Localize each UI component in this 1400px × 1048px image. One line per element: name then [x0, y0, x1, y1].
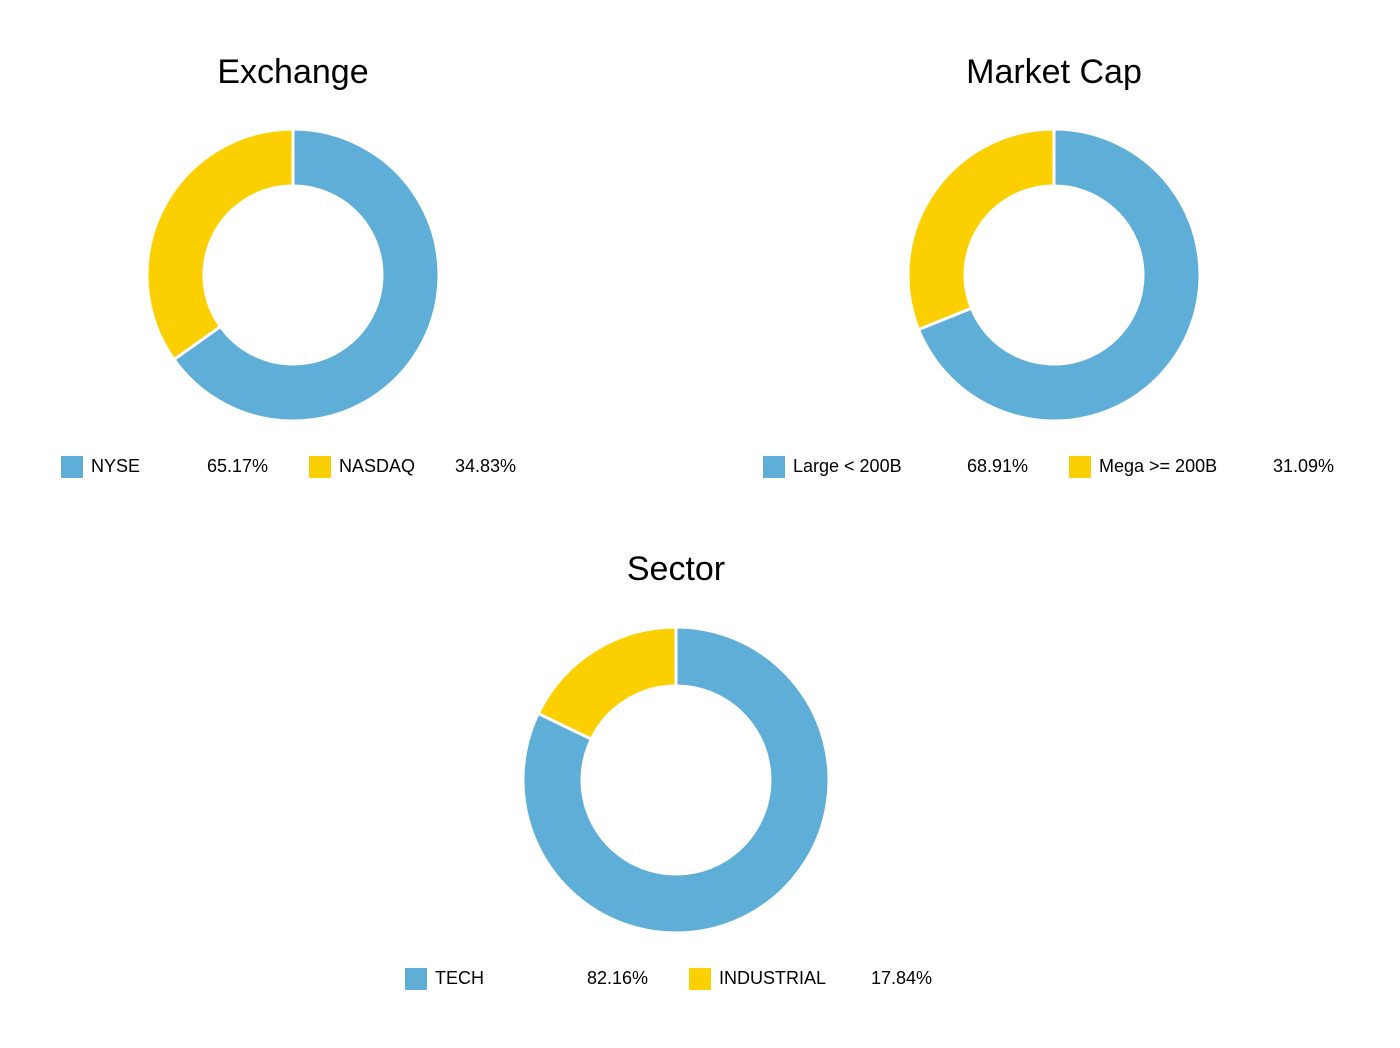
legend-swatch [309, 456, 331, 478]
legend-value: 65.17% [207, 456, 268, 476]
donut-slice [536, 625, 678, 742]
legend-swatch [763, 456, 785, 478]
legend-value: 31.09% [1273, 456, 1334, 476]
legend-label: Large < 200B [793, 456, 902, 476]
donut-slice [521, 625, 831, 935]
chart-title: Market Cap [966, 53, 1142, 91]
legend-label: INDUSTRIAL [719, 968, 826, 988]
legend-label: TECH [435, 968, 484, 988]
legend-swatch [1069, 456, 1091, 478]
chart-title: Exchange [217, 53, 368, 91]
legend-label: NYSE [91, 456, 140, 476]
legend-value: 17.84% [871, 968, 932, 988]
legend-swatch [61, 456, 83, 478]
legend-swatch [689, 968, 711, 990]
legend-value: 82.16% [587, 968, 648, 988]
legend-swatch [405, 968, 427, 990]
legend-label: Mega >= 200B [1099, 456, 1217, 476]
donut-slice [906, 127, 1056, 332]
legend-value: 68.91% [967, 456, 1028, 476]
donut-slice [171, 127, 441, 423]
legend-value: 34.83% [455, 456, 516, 476]
donut-slice [916, 127, 1202, 423]
legend-label: NASDAQ [339, 456, 415, 476]
donut-slice [145, 127, 295, 362]
chart-title: Sector [627, 550, 725, 588]
